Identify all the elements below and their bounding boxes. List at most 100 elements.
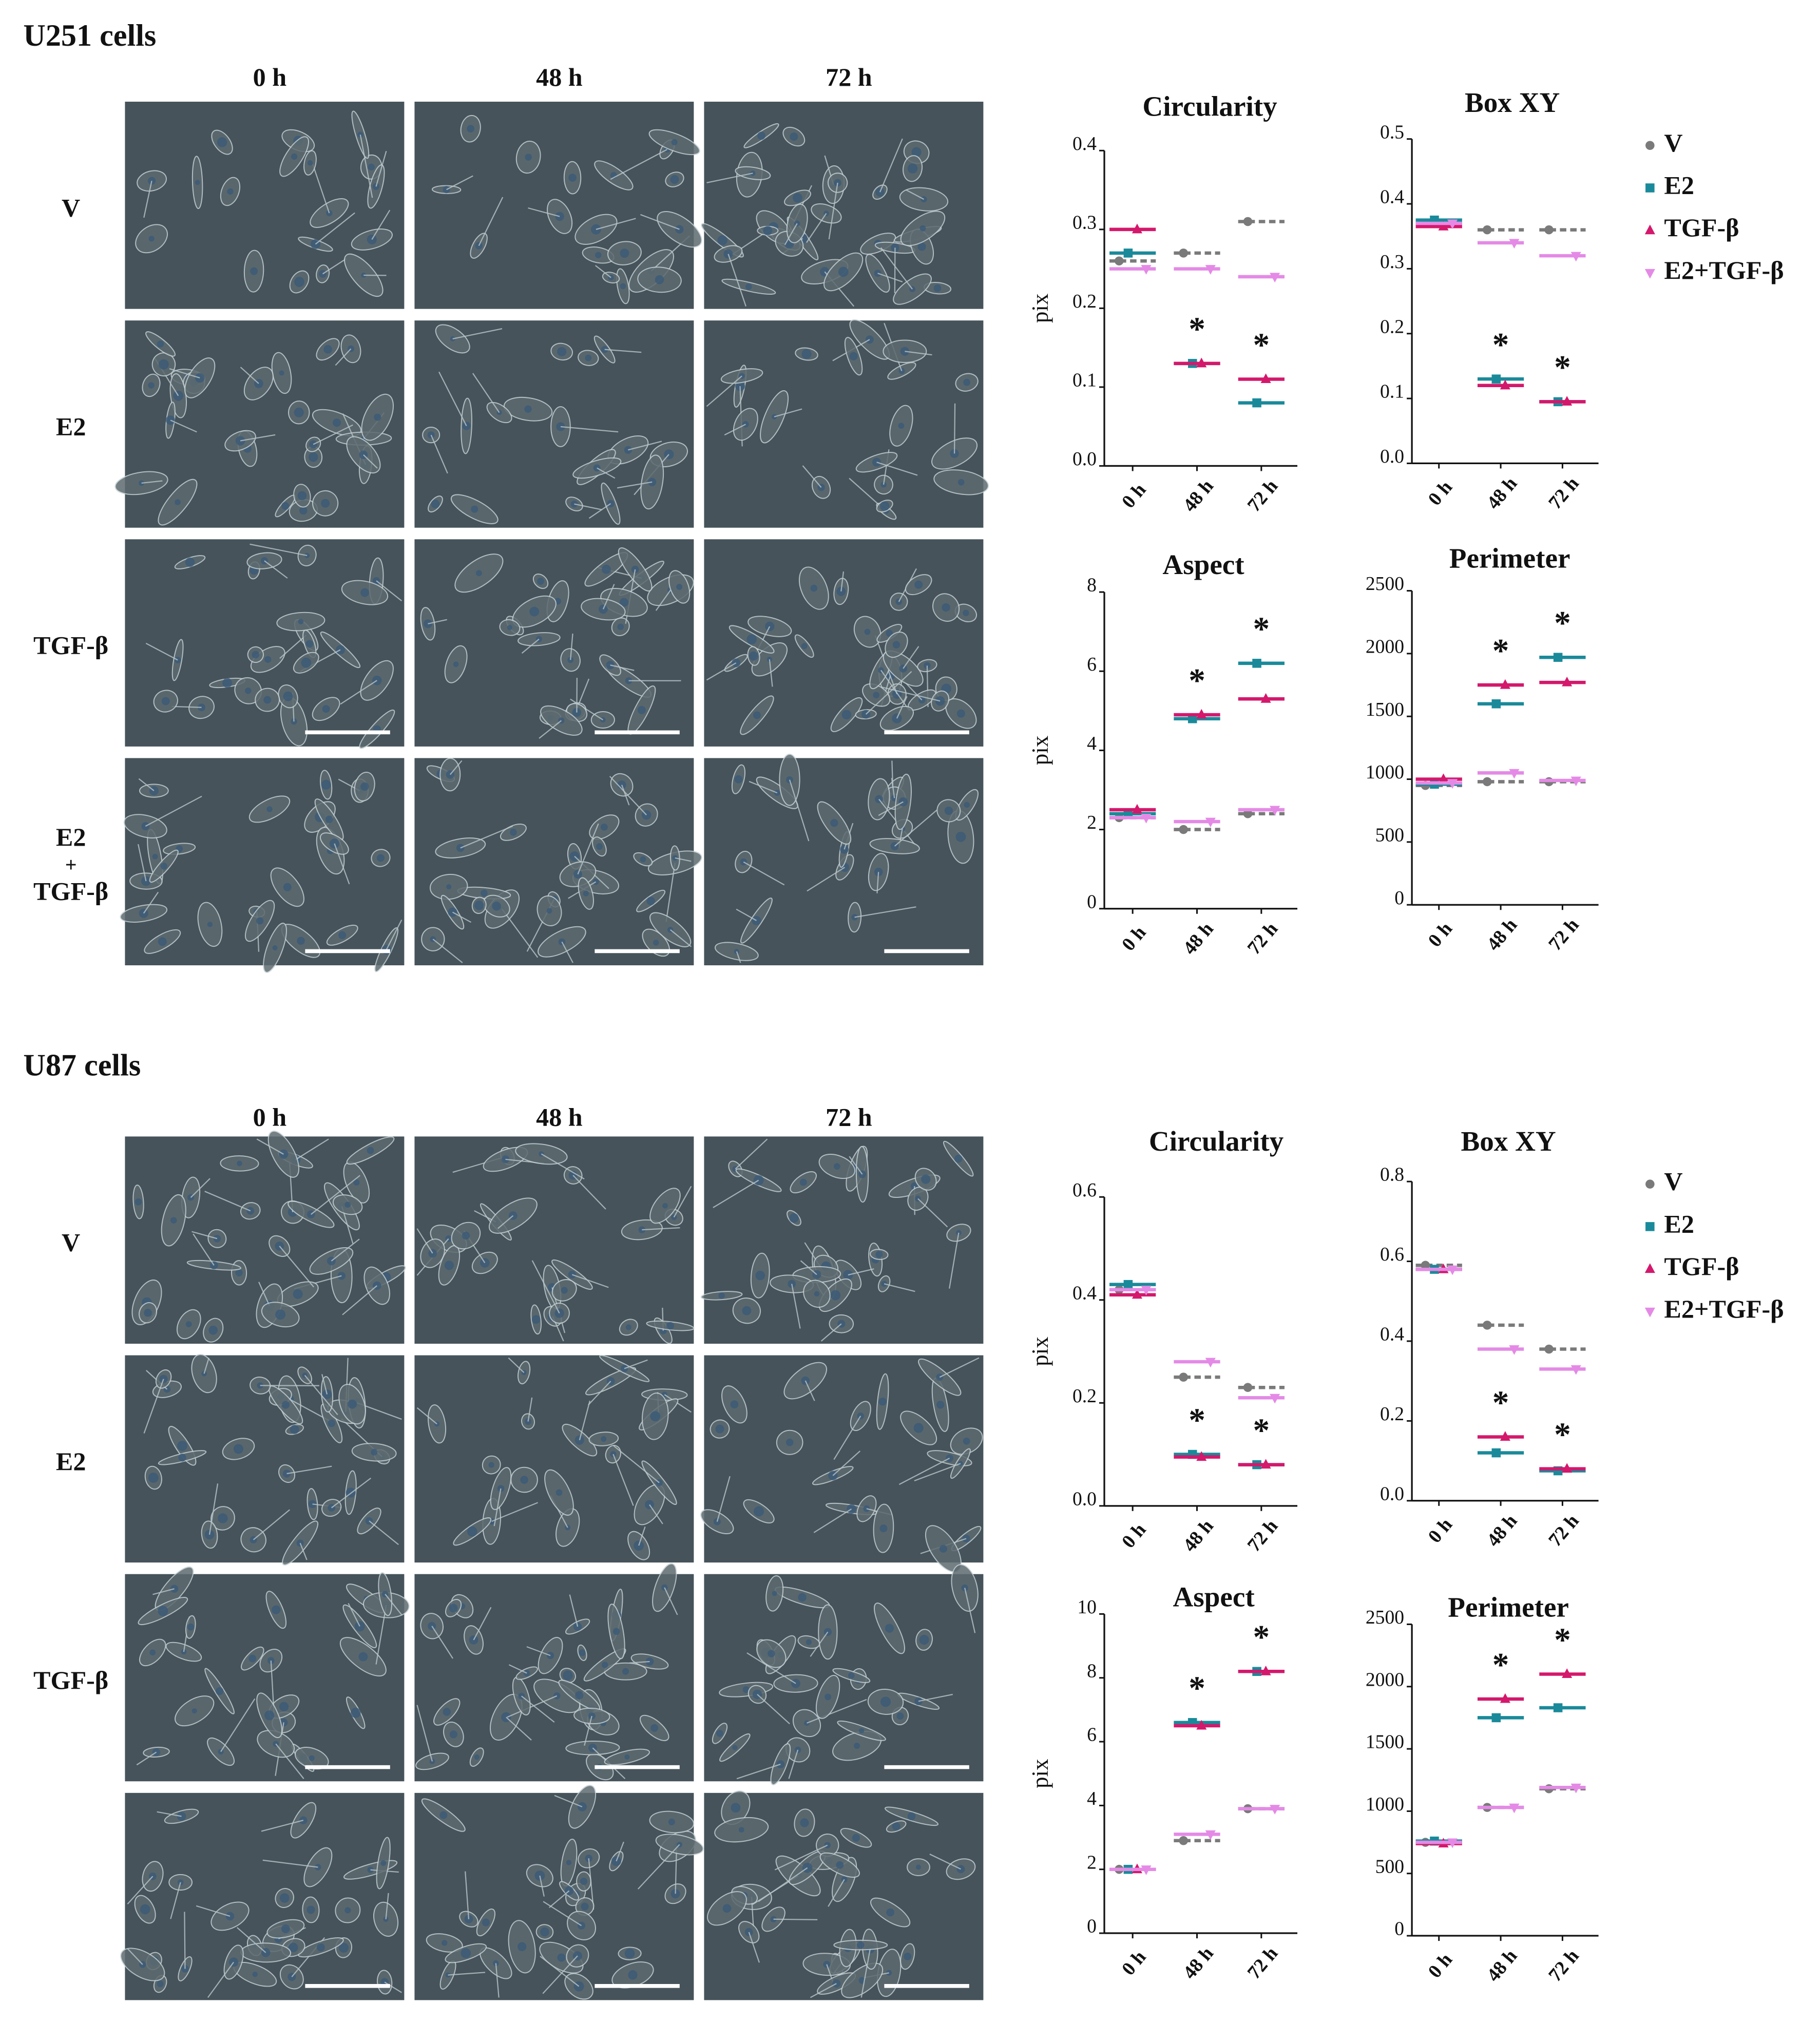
nucleus (443, 1708, 451, 1716)
cell-process (275, 1743, 304, 1779)
nucleus (291, 153, 298, 160)
cell-process (495, 1963, 500, 1998)
cell-process (304, 1375, 338, 1416)
chart-title: Perimeter (1449, 543, 1570, 574)
nucleus (350, 1707, 361, 1718)
significance-marker: * (1492, 327, 1509, 364)
nucleus (732, 1745, 738, 1750)
data-point (1562, 676, 1573, 686)
nucleus (583, 890, 589, 896)
cell-process (262, 1859, 318, 1868)
micrograph (704, 753, 984, 966)
cell-process (143, 1379, 164, 1434)
nucleus (160, 863, 167, 870)
significance-marker: * (1492, 633, 1509, 670)
cell-process (432, 939, 463, 963)
nucleus (360, 588, 369, 597)
chart: Box XY 0.0 0.1 0.2 0.3 0.4 0.5 0 h 48 h 72 h * * V E2… (1380, 87, 1784, 513)
legend-label: V (1664, 1167, 1682, 1196)
cell-process (706, 173, 753, 183)
nucleus (218, 1748, 224, 1755)
cell-process (604, 349, 642, 353)
x-tick-label: 0 h (1424, 918, 1457, 951)
nucleus (575, 1691, 584, 1700)
cell-process (749, 780, 778, 794)
nucleus (848, 1672, 855, 1679)
nucleus (595, 252, 602, 258)
x-tick-label: 0 h (1424, 1514, 1457, 1547)
nucleus (510, 829, 517, 836)
cell-process (706, 662, 737, 681)
cell-process (279, 1246, 314, 1288)
chart-title: Box XY (1465, 87, 1560, 118)
cell-process (375, 1605, 387, 1665)
y-tick-label: 0 (1394, 887, 1404, 909)
nucleus (446, 884, 452, 890)
cell-process (953, 403, 956, 454)
nucleus (557, 1953, 566, 1962)
data-point (1270, 273, 1280, 283)
nucleus (520, 1476, 528, 1484)
nucleus (730, 1400, 739, 1409)
data-point (1270, 1805, 1280, 1815)
cell-process (501, 908, 539, 958)
y-tick-label: 0.6 (1072, 1179, 1097, 1201)
y-tick-label: 0.0 (1380, 446, 1404, 467)
nucleus (321, 499, 330, 508)
nucleus (178, 1454, 186, 1462)
cell-process (876, 872, 879, 893)
data-point (1132, 804, 1142, 814)
nucleus (955, 831, 966, 842)
data-point (1562, 1463, 1573, 1473)
x-tick-label: 48 h (1483, 473, 1522, 513)
nucleus (653, 940, 659, 946)
nucleus (264, 1710, 275, 1721)
cell-process (896, 696, 908, 719)
cell-process (746, 1652, 796, 1684)
significance-marker: * (1189, 311, 1205, 348)
significance-marker: * (1554, 605, 1571, 642)
nucleus (135, 1198, 142, 1206)
cell-process (665, 863, 676, 922)
nucleus (956, 709, 965, 718)
nucleus (836, 1861, 844, 1869)
nucleus (640, 856, 646, 863)
cell-process (143, 891, 159, 914)
nucleus (563, 1670, 573, 1681)
nucleus (771, 414, 777, 419)
legend-marker (1645, 183, 1655, 193)
x-tick-label: 72 h (1544, 914, 1583, 955)
micrograph (414, 539, 694, 747)
y-tick-label: 0.4 (1380, 186, 1404, 208)
panel-title: U87 cells (23, 1048, 141, 1082)
cell-process (279, 634, 307, 659)
cell-process (758, 1867, 808, 1902)
cell-process (929, 1854, 961, 1870)
legend-marker (1645, 1222, 1655, 1231)
nucleus (371, 1448, 378, 1456)
y-tick-label: 4 (1087, 733, 1097, 754)
data-point (1179, 249, 1188, 258)
cell-process (428, 619, 447, 624)
nucleus (308, 452, 318, 462)
nucleus (256, 917, 264, 925)
nucleus (612, 1628, 620, 1635)
significance-marker: * (1554, 349, 1571, 386)
micrograph (414, 320, 694, 528)
cell-process (769, 659, 773, 687)
nucleus (896, 1712, 904, 1720)
cell-process (891, 777, 895, 798)
chart-title: Circularity (1149, 1126, 1284, 1157)
nucleus (187, 1623, 195, 1631)
nucleus (360, 782, 369, 791)
cell-process (460, 825, 513, 849)
data-point (1260, 693, 1271, 703)
nucleus (275, 1309, 286, 1320)
cell-process (203, 1358, 209, 1374)
nucleus (806, 1639, 812, 1645)
y-tick-label: 1000 (1366, 761, 1404, 783)
y-tick-label: 2 (1087, 1852, 1097, 1873)
nucleus (529, 606, 540, 617)
cell-process (882, 686, 941, 702)
